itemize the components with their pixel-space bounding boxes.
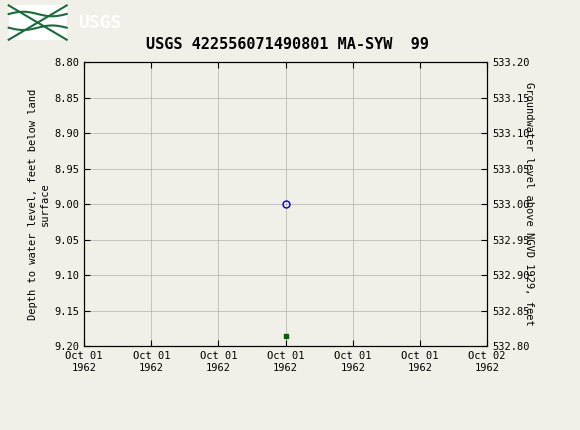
Y-axis label: Groundwater level above NGVD 1929, feet: Groundwater level above NGVD 1929, feet bbox=[524, 83, 534, 326]
Y-axis label: Depth to water level, feet below land
surface: Depth to water level, feet below land su… bbox=[28, 89, 50, 320]
Text: USGS 422556071490801 MA-SYW  99: USGS 422556071490801 MA-SYW 99 bbox=[146, 37, 429, 52]
Text: USGS: USGS bbox=[78, 14, 122, 31]
Bar bbox=[9, 6, 67, 40]
